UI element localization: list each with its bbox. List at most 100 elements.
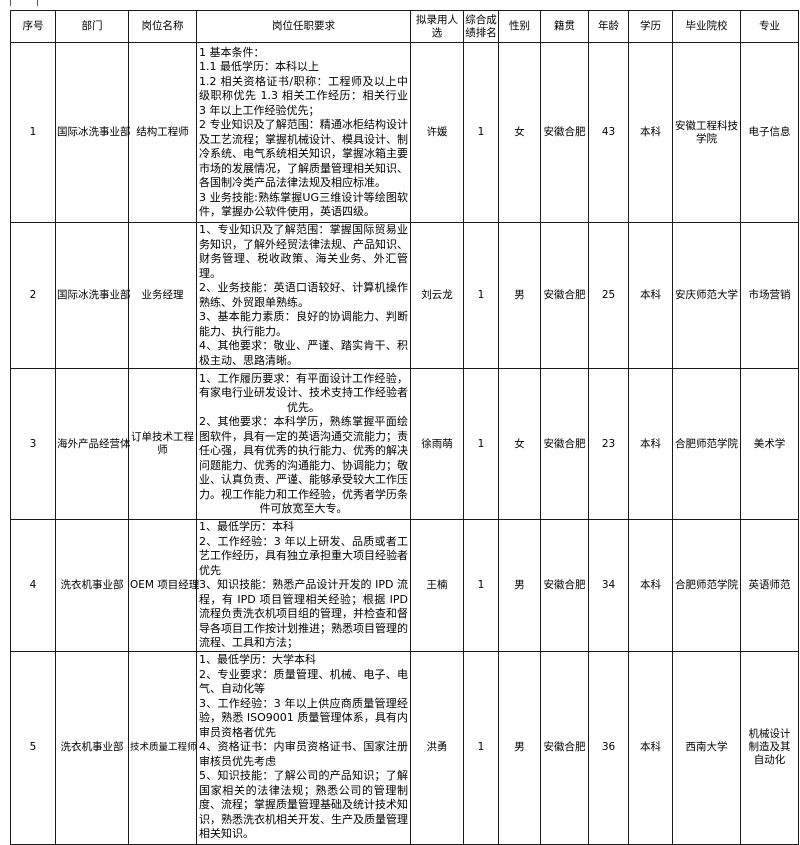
header-hometown: 籍贯 xyxy=(540,10,589,43)
table-row: 2 国际冰洗事业部 业务经理 1、专业知识及了解范围：掌握国际贸易业务知识，了解… xyxy=(10,222,799,369)
cell-rank: 1 xyxy=(463,368,499,520)
requirement-paragraph: 2、工作经验：3 年以上研发、品质或者工艺工作经历，具有独立承担重大项目经验者优… xyxy=(199,534,408,577)
cell-requirements: 1 基本条件： 1.1 最低学历：本科以上 1.2 相关资格证书/职称：工程师及… xyxy=(196,42,411,223)
requirement-paragraph: 4、其他要求：敬业、严谨、踏实肯干、积极主动、思路清晰。 xyxy=(199,339,408,367)
cell-hometown: 安徽合肥 xyxy=(540,42,589,223)
header-serial: 序号 xyxy=(10,10,56,43)
cell-gender: 男 xyxy=(498,519,541,652)
cell-gender: 女 xyxy=(498,42,541,223)
cell-position: 订单技术工程师 xyxy=(128,368,197,520)
requirement-paragraph: 1、最低学历：大学本科 xyxy=(199,653,316,667)
requirement-paragraph: 2、其他要求：本科学历，熟练掌握平面绘图软件，具有一定的英语沟通交流能力；责任心… xyxy=(199,415,408,515)
header-row: 序号 部门 岗位名称 岗位任职要求 拟录用人选 综合成绩排名 性别 籍贯 年龄 … xyxy=(10,10,799,43)
header-age: 年龄 xyxy=(588,10,629,43)
cell-age: 43 xyxy=(588,42,629,223)
cell-rank: 1 xyxy=(463,650,499,845)
cell-hometown: 安徽合肥 xyxy=(540,222,589,369)
cell-candidate: 许媛 xyxy=(410,42,464,223)
cell-rank: 1 xyxy=(463,222,499,369)
crop-artifact-line xyxy=(37,0,38,6)
header-candidate: 拟录用人选 xyxy=(410,10,464,43)
cell-requirements: 1、最低学历：本科 2、工作经验：3 年以上研发、品质或者工艺工作经历，具有独立… xyxy=(196,519,411,652)
crop-artifact-line xyxy=(10,0,11,6)
requirement-paragraph: 1、工作履历要求：有平面设计工作经验，有家电行业研发设计、技术支持工作经验者优先… xyxy=(199,371,408,414)
cell-education: 本科 xyxy=(628,42,673,223)
cell-major: 机械设计制造及其自动化 xyxy=(740,650,799,845)
cell-department: 洗衣机事业部 xyxy=(55,519,129,652)
cell-rank: 1 xyxy=(463,519,499,652)
cell-major: 美术学 xyxy=(740,368,799,520)
header-major: 专业 xyxy=(740,10,799,43)
cell-education: 本科 xyxy=(628,368,673,520)
cell-school: 安庆师范大学 xyxy=(672,222,741,369)
cell-hometown: 安徽合肥 xyxy=(540,368,589,520)
cell-serial: 4 xyxy=(10,519,56,652)
cell-position: OEM 项目经理 xyxy=(128,519,199,652)
cell-gender: 男 xyxy=(498,650,541,845)
header-gender: 性别 xyxy=(498,10,541,43)
cell-age: 25 xyxy=(588,222,629,369)
header-position: 岗位名称 xyxy=(128,10,197,43)
cell-major: 英语师范 xyxy=(740,519,799,652)
cell-gender: 女 xyxy=(498,368,541,520)
header-requirements: 岗位任职要求 xyxy=(196,10,411,43)
cell-rank: 1 xyxy=(463,42,499,223)
cell-education: 本科 xyxy=(628,650,673,845)
cell-school: 合肥师范学院 xyxy=(672,519,741,652)
table-row: 5 洗衣机事业部 技术质量工程师 1、最低学历：大学本科 2、专业要求：质量管理… xyxy=(10,650,799,845)
cell-age: 36 xyxy=(588,650,629,845)
cell-major: 市场营销 xyxy=(740,222,799,369)
cell-age: 23 xyxy=(588,368,629,520)
cell-school: 合肥师范学院 xyxy=(672,368,741,520)
cell-school: 安徽工程科技学院 xyxy=(672,42,741,223)
cell-major: 电子信息 xyxy=(740,42,799,223)
cell-serial: 2 xyxy=(10,222,56,369)
cell-candidate: 洪勇 xyxy=(410,650,464,845)
requirement-paragraph: 1.1 最低学历：本科以上 xyxy=(199,60,319,73)
requirement-paragraph: 1、专业知识及了解范围：掌握国际贸易业务知识，了解外经贸法律法规、产品知识、财务… xyxy=(199,223,408,280)
cell-department: 海外产品经营体 xyxy=(55,368,131,520)
requirement-paragraph: 2、专业要求：质量管理、机械、电子、电气、自动化等 xyxy=(199,667,408,696)
cell-candidate: 徐雨萌 xyxy=(410,368,464,520)
cell-serial: 5 xyxy=(10,650,56,845)
cell-hometown: 安徽合肥 xyxy=(540,650,589,845)
cell-position: 技术质量工程师 xyxy=(128,650,197,845)
cell-age: 34 xyxy=(588,519,629,652)
requirement-paragraph: 4、资格证书：内审员资格证书、国家注册审核员优先考虑 xyxy=(199,740,408,768)
cell-candidate: 刘云龙 xyxy=(410,222,464,369)
cell-department: 国际冰洗事业部 xyxy=(55,222,131,369)
requirement-paragraph: 3、基本能力素质：良好的协调能力、判断能力、执行能力。 xyxy=(199,310,408,338)
requirement-paragraph: 2、业务技能：英语口语较好、计算机操作熟练、外贸跟单熟练。 xyxy=(199,281,408,309)
cell-candidate: 王楠 xyxy=(410,519,464,652)
cell-education: 本科 xyxy=(628,222,673,369)
table-row: 1 国际冰洗事业部 结构工程师 1 基本条件： 1.1 最低学历：本科以上 1.… xyxy=(10,42,799,223)
requirement-paragraph: 3 业务技能:熟练掌握UG三维设计等绘图软件，掌握办公软件使用，英语四级。 xyxy=(199,190,408,219)
cell-department: 国际冰洗事业部 xyxy=(55,42,131,223)
requirement-paragraph: 1.2 相关资格证书/职称：工程师及以上中级职称优先 1.3 相关工作经历：相关… xyxy=(199,74,408,117)
table-row: 4 洗衣机事业部 OEM 项目经理 1、最低学历：本科 2、工作经验：3 年以上… xyxy=(10,519,799,652)
cell-education: 本科 xyxy=(628,519,673,652)
header-department: 部门 xyxy=(55,10,129,43)
cell-gender: 男 xyxy=(498,222,541,369)
cell-position: 结构工程师 xyxy=(128,42,197,223)
cell-serial: 1 xyxy=(10,42,56,223)
requirement-paragraph: 5、知识技能：了解公司的产品知识；了解国家相关的法律法规；熟悉公司的管理制度、流… xyxy=(199,769,408,841)
requirement-paragraph: 2 专业知识及了解范围：精通冰柜结构设计及工艺流程；掌握机械设计、模具设计、制冷… xyxy=(199,118,408,189)
cell-requirements: 1、专业知识及了解范围：掌握国际贸易业务知识，了解外经贸法律法规、产品知识、财务… xyxy=(196,222,411,369)
cell-school: 西南大学 xyxy=(672,650,741,845)
table-row: 3 海外产品经营体 订单技术工程师 1、工作履历要求：有平面设计工作经验，有家电… xyxy=(10,368,799,520)
requirement-paragraph: 1、最低学历：本科 xyxy=(199,520,294,533)
header-rank: 综合成绩排名 xyxy=(463,10,499,43)
requirement-paragraph: 3、知识技能：熟悉产品设计开发的 IPD 流程，有 IPD 项目管理相关经验；根… xyxy=(199,578,408,649)
requirement-paragraph: 3、工作经验：3 年以上供应商质量管理经验，熟悉 ISO9001 质量管理体系，… xyxy=(199,696,408,739)
cell-requirements: 1、工作履历要求：有平面设计工作经验，有家电行业研发设计、技术支持工作经验者优先… xyxy=(196,368,411,520)
cell-department: 洗衣机事业部 xyxy=(55,650,129,845)
cell-requirements: 1、最低学历：大学本科 2、专业要求：质量管理、机械、电子、电气、自动化等 3、… xyxy=(196,650,411,845)
recruitment-table: 序号 部门 岗位名称 岗位任职要求 拟录用人选 综合成绩排名 性别 籍贯 年龄 … xyxy=(10,10,799,845)
requirement-paragraph: 1 基本条件： xyxy=(199,45,265,59)
cell-serial: 3 xyxy=(10,368,56,520)
cell-hometown: 安徽合肥 xyxy=(540,519,589,652)
header-education: 学历 xyxy=(628,10,673,43)
header-school: 毕业院校 xyxy=(672,10,741,43)
cell-position: 业务经理 xyxy=(128,222,197,369)
